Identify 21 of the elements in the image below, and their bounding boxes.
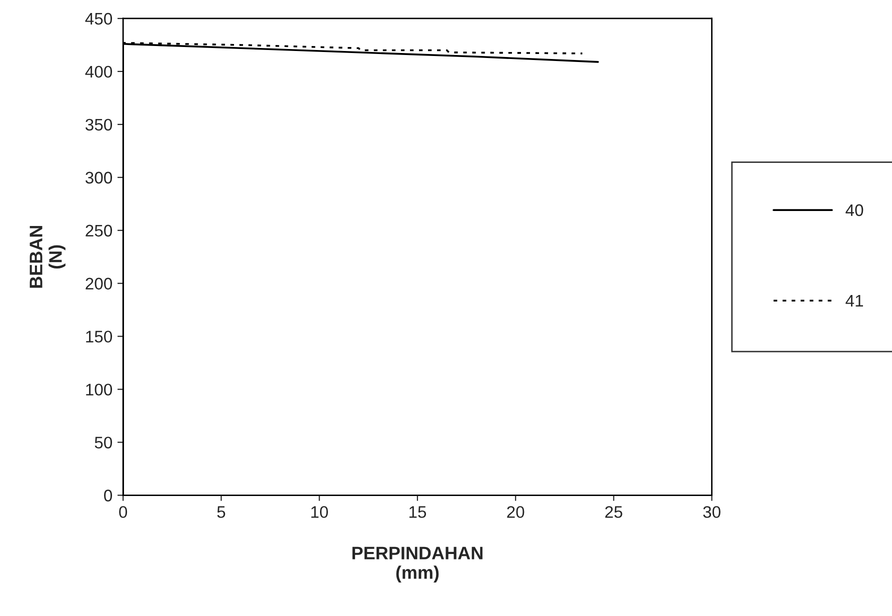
y-tick-label: 200 xyxy=(86,278,112,290)
y-tick-label: 0 xyxy=(104,490,112,502)
legend-label: 40 xyxy=(846,204,864,216)
x-tick-label: 0 xyxy=(119,506,128,518)
y-axis-title: BEBAN (N) xyxy=(30,226,66,288)
y-tick-label: 350 xyxy=(86,118,112,131)
x-tick-label: 10 xyxy=(311,506,328,518)
x-tick-label: 30 xyxy=(703,506,720,518)
y-tick-label: 450 xyxy=(85,12,112,25)
x-tick-label: 25 xyxy=(605,506,622,518)
y-tick-label: 250 xyxy=(86,224,112,237)
y-tick-label: 100 xyxy=(86,384,112,396)
y-tick-label: 400 xyxy=(85,66,112,78)
x-tick-label: 15 xyxy=(409,506,426,518)
x-tick-label: 5 xyxy=(217,506,226,518)
y-tick-label: 300 xyxy=(86,172,112,184)
y-tick-label: 50 xyxy=(94,436,112,448)
y-tick-label: 150 xyxy=(86,330,112,343)
x-tick-label: 20 xyxy=(507,506,524,518)
x-axis-title: PERPINDAHAN (mm) xyxy=(352,546,482,582)
legend-label: 41 xyxy=(846,294,863,306)
